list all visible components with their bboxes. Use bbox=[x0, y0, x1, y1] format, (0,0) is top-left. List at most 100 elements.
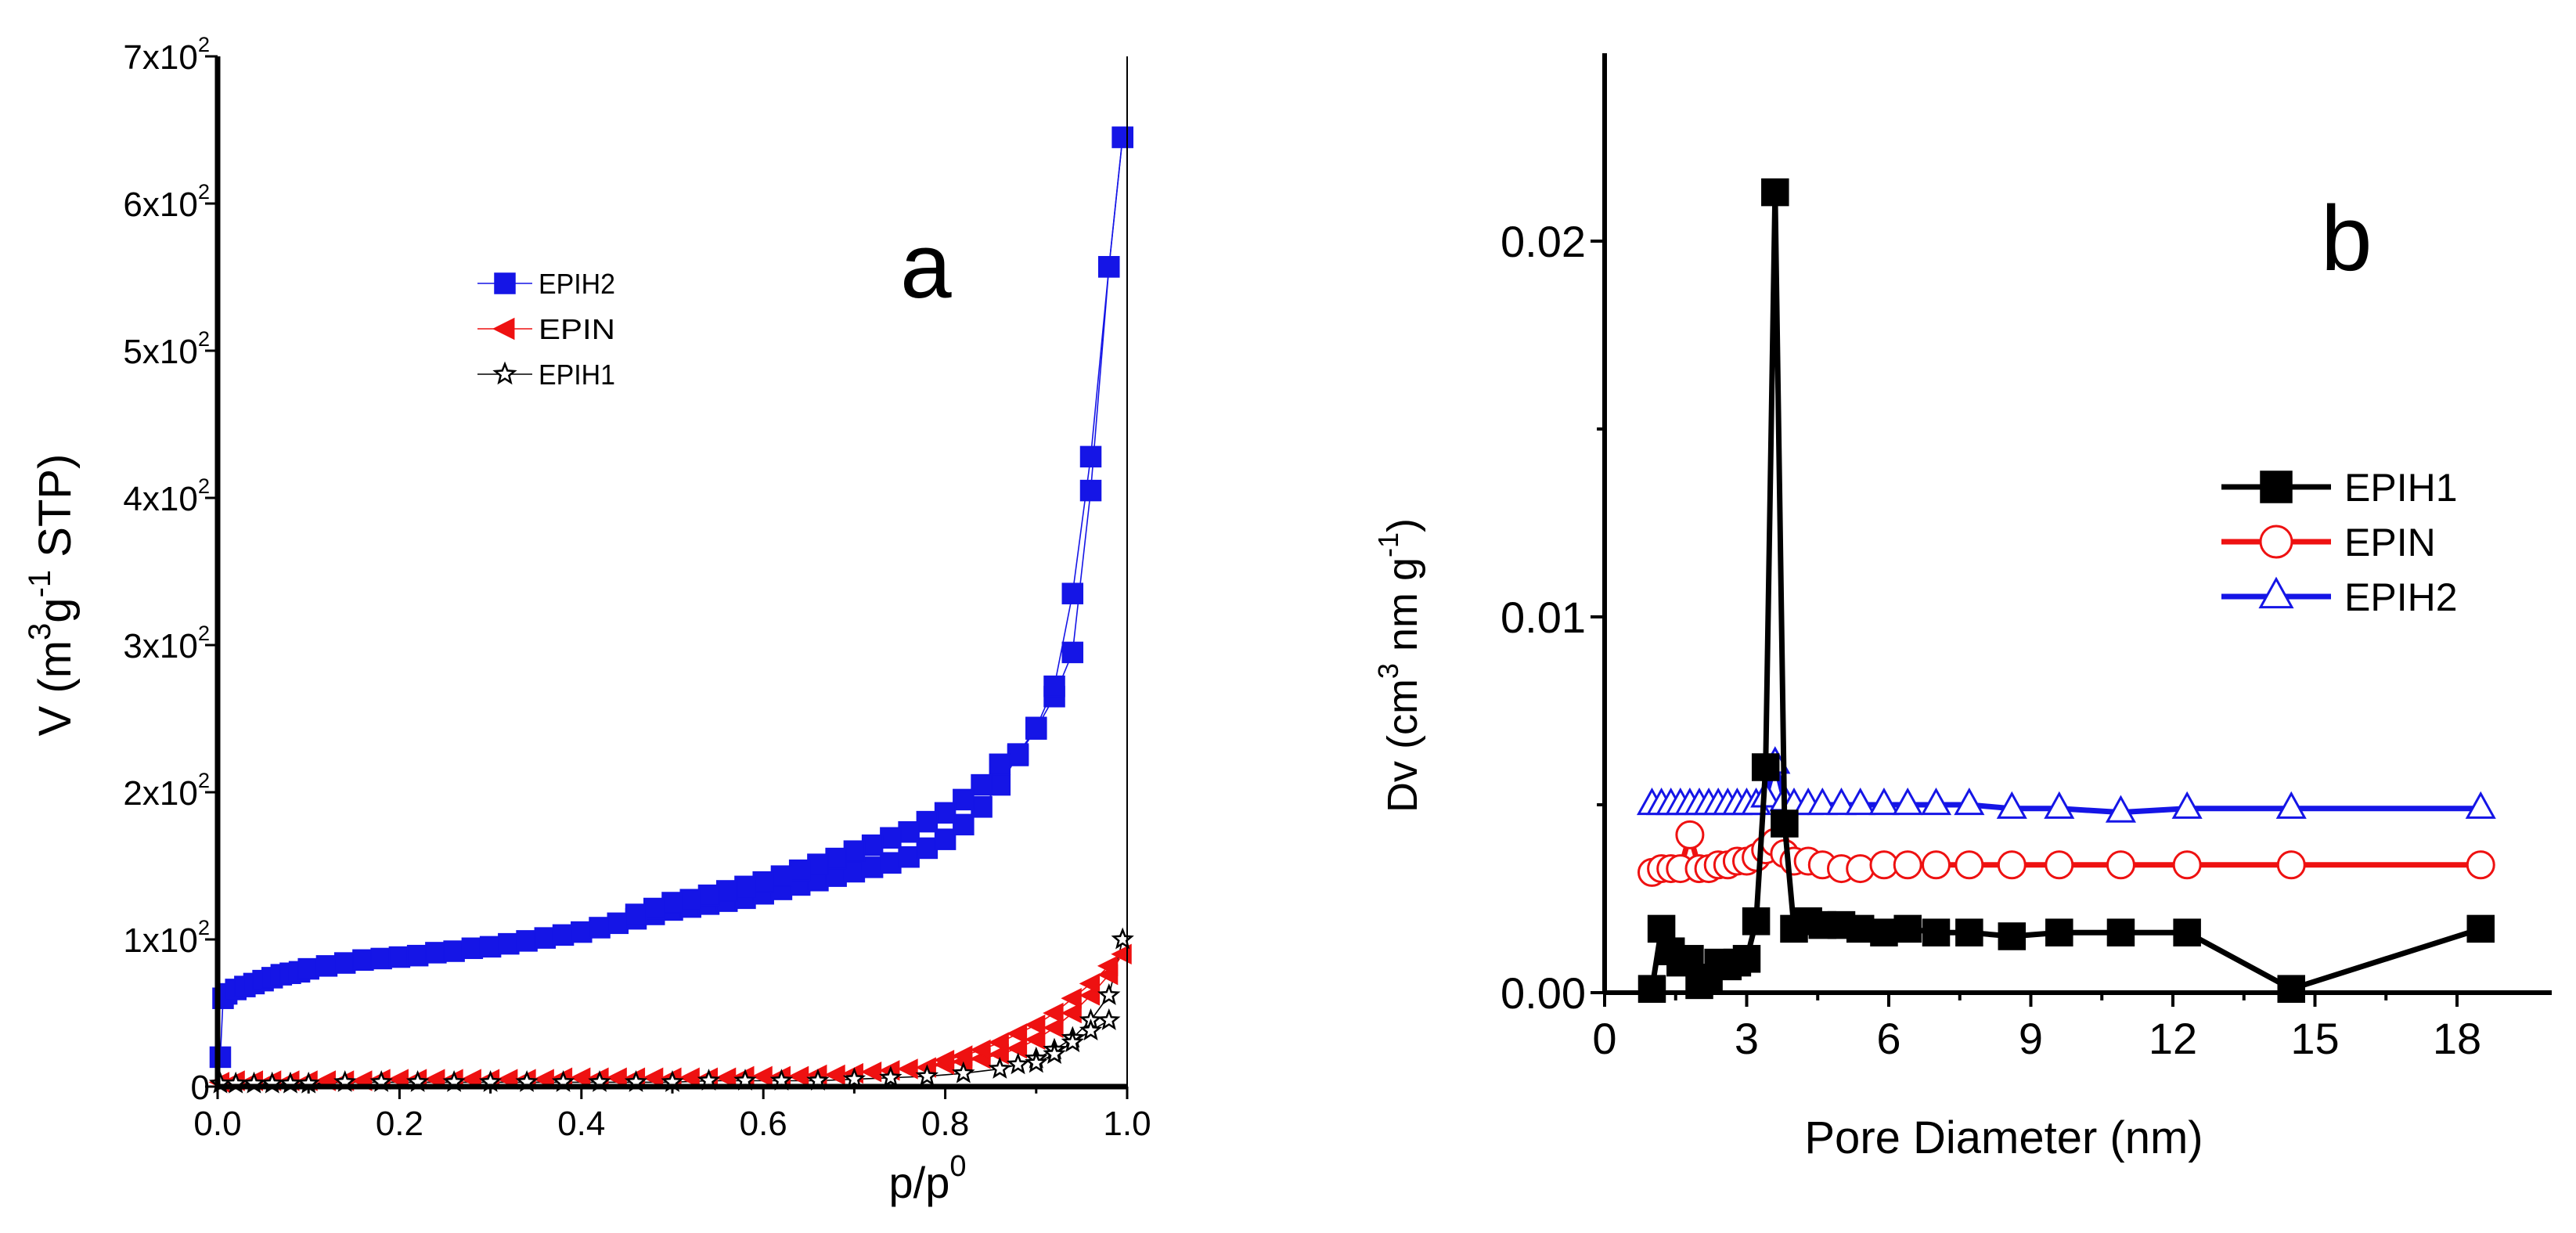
data-point-epin bbox=[1006, 1023, 1028, 1044]
data-point-epih2 bbox=[388, 946, 411, 968]
panel-b-label: b bbox=[2321, 187, 2372, 290]
data-point-epin bbox=[1061, 1002, 1082, 1024]
y-tick-exponent: 2 bbox=[198, 915, 210, 939]
x-tick-label: 18 bbox=[2433, 1014, 2481, 1063]
data-point-epih1 bbox=[2173, 918, 2201, 946]
y-tick-exponent: 2 bbox=[198, 326, 210, 351]
data-point-epih2 bbox=[643, 897, 665, 920]
data-point-epin bbox=[1061, 987, 1082, 1009]
y-tick-label: 6x102 bbox=[123, 179, 210, 224]
data-point-epih2 bbox=[1043, 675, 1065, 698]
data-point-epin bbox=[1043, 1002, 1064, 1024]
data-point-epih1 bbox=[879, 1065, 903, 1088]
data-point-epih2 bbox=[843, 840, 866, 862]
data-point-epih1 bbox=[1111, 927, 1134, 950]
data-point-epin bbox=[1006, 1037, 1028, 1059]
data-point-epih2 bbox=[752, 871, 774, 893]
data-point-epin bbox=[787, 1065, 809, 1087]
data-point-epih2 bbox=[1111, 126, 1133, 149]
data-point-epih2 bbox=[1007, 743, 1029, 765]
data-point-epih2 bbox=[788, 859, 811, 881]
data-point-epih2 bbox=[934, 802, 957, 824]
data-point-epih2 bbox=[2171, 791, 2203, 819]
data-point-epih2 bbox=[807, 853, 829, 875]
y-tick-exponent: 2 bbox=[198, 768, 210, 792]
data-point-epih2 bbox=[861, 834, 884, 856]
data-point-epih2 bbox=[697, 884, 720, 907]
data-point-epin bbox=[860, 1061, 882, 1083]
data-point-epih1 bbox=[1043, 1042, 1066, 1065]
data-point-epin bbox=[1922, 850, 1951, 880]
data-point-epih1 bbox=[1006, 1052, 1030, 1075]
data-point-epih2 bbox=[406, 944, 429, 967]
data-point-epih1 bbox=[1637, 975, 1666, 1003]
data-point-epih2 bbox=[679, 889, 701, 910]
data-point-epih2 bbox=[1098, 256, 1120, 278]
x-tick-label: 9 bbox=[2019, 1014, 2043, 1063]
y-tick-label: 1x102 bbox=[123, 915, 210, 960]
data-point-epih2 bbox=[971, 796, 993, 818]
data-point-epin bbox=[1043, 1017, 1064, 1039]
data-point-epih2 bbox=[461, 937, 484, 960]
x-tick-label: 0.4 bbox=[557, 1105, 605, 1143]
data-point-epih2 bbox=[880, 852, 902, 874]
panel-b-axes: 0 3 6 9 12 15 18 0.00 0.01 0.02 bbox=[1501, 53, 2552, 1063]
data-point-epih2 bbox=[916, 810, 939, 833]
data-point-epih2 bbox=[934, 828, 957, 850]
panel-a-axes: 0.0 0.2 0.4 0.6 0.8 1.0 0 1x102 2x102 3x102 4x102 5… bbox=[123, 32, 1151, 1143]
panel-b-x-axis-title: Pore Diameter (nm) bbox=[1804, 1112, 2203, 1163]
data-point-epin bbox=[1893, 850, 1922, 880]
data-point-epin bbox=[1079, 973, 1101, 994]
data-point-epih1 bbox=[2466, 914, 2495, 943]
data-point-epih2 bbox=[297, 957, 319, 980]
x-tick-label: 1.0 bbox=[1103, 1105, 1151, 1143]
data-point-epin bbox=[2045, 850, 2074, 880]
data-point-epin bbox=[2106, 850, 2135, 880]
legend-marker-epih2 bbox=[2258, 576, 2294, 609]
data-point-epih2 bbox=[661, 892, 683, 914]
x-tick-label: 0.8 bbox=[921, 1105, 969, 1143]
x-tick-label: 0.6 bbox=[740, 1105, 787, 1143]
legend-marker-epih1 bbox=[492, 361, 517, 385]
x-tick-label: 0 bbox=[1592, 1014, 1616, 1063]
legend-label-epin: EPIN bbox=[539, 313, 615, 345]
data-point-epin bbox=[1955, 850, 1984, 880]
data-point-epih2 bbox=[1061, 582, 1084, 604]
data-point-epih2 bbox=[715, 880, 738, 902]
legend-marker-epih1 bbox=[2260, 470, 2293, 503]
data-point-epih2 bbox=[571, 921, 593, 943]
data-point-epin bbox=[951, 1045, 973, 1066]
x-tick-label: 3 bbox=[1735, 1014, 1759, 1063]
data-point-epih1 bbox=[1761, 178, 1789, 207]
y-tick-exponent: 2 bbox=[198, 179, 210, 204]
data-point-epin bbox=[2172, 850, 2202, 880]
x-tick-label: 0.0 bbox=[193, 1105, 241, 1143]
legend-label-epih2: EPIH2 bbox=[2344, 575, 2458, 619]
data-point-epih1 bbox=[988, 1056, 1011, 1079]
data-point-epin bbox=[2466, 850, 2495, 880]
data-point-epih2 bbox=[1079, 479, 1102, 502]
data-point-epin bbox=[1024, 1014, 1046, 1036]
data-point-epih2 bbox=[898, 821, 920, 843]
data-point-epih2 bbox=[1996, 791, 2027, 819]
data-point-epih2 bbox=[552, 924, 575, 946]
data-point-epih1 bbox=[842, 1067, 866, 1090]
series-line-epin-desorption bbox=[945, 965, 1110, 1061]
y-tick-exponent: 2 bbox=[198, 32, 210, 56]
y-tick-label: 5x102 bbox=[123, 326, 210, 371]
data-point-epih2 bbox=[1892, 787, 1923, 816]
data-point-epin bbox=[988, 1032, 1009, 1053]
data-point-epin bbox=[970, 1039, 991, 1061]
data-point-epih1 bbox=[1732, 945, 1761, 973]
data-point-epih1 bbox=[1751, 753, 1780, 781]
y-tick-label: 0.02 bbox=[1501, 217, 1586, 266]
data-point-epih2 bbox=[1061, 641, 1084, 664]
data-point-epih2 bbox=[861, 856, 884, 878]
data-point-epih2 bbox=[589, 917, 611, 939]
panel-a-data-marks bbox=[208, 126, 1134, 1094]
data-point-epih2 bbox=[2044, 791, 2075, 819]
data-point-epih1 bbox=[2277, 975, 2305, 1003]
data-point-epih1 bbox=[1097, 982, 1121, 1005]
panel-a-y-axis-title: V (m3g-1 STP) bbox=[23, 454, 81, 737]
